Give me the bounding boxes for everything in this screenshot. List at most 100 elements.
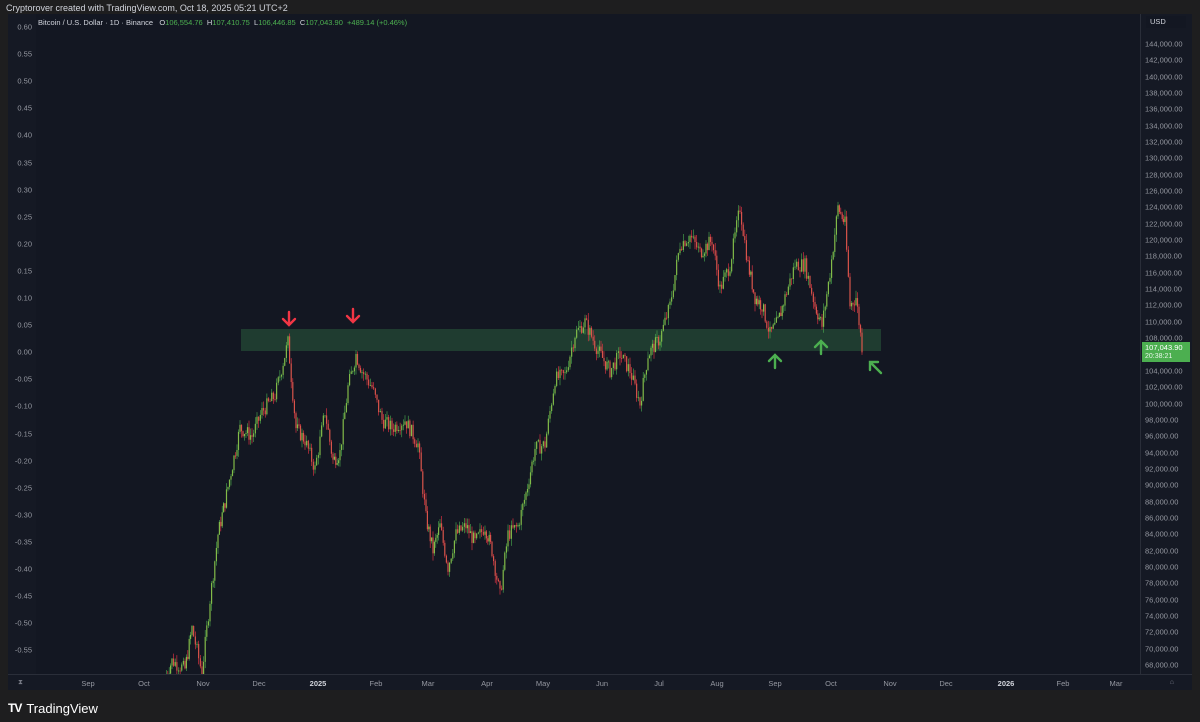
ratio-tick: 0.10 xyxy=(17,293,32,303)
ratio-tick: 0.00 xyxy=(17,347,32,357)
price-tick: 122,000.00 xyxy=(1145,219,1183,229)
chart-frame[interactable]: 0.60 0.55 0.50 0.45 0.40 0.35 0.30 0.25 0.20 0.15… xyxy=(8,14,1192,690)
ratio-tick: -0.30 xyxy=(14,510,32,520)
price-tick: 76,000.00 xyxy=(1145,595,1179,605)
price-tick: 140,000.00 xyxy=(1145,72,1183,82)
brand-name: TradingView xyxy=(26,700,98,716)
time-tick: Apr xyxy=(481,679,493,688)
time-tick: Dec xyxy=(252,679,266,688)
time-tick: Feb xyxy=(1056,679,1070,688)
price-tick: 68,000.00 xyxy=(1145,660,1179,670)
price-tick: 96,000.00 xyxy=(1145,431,1179,441)
price-tick: 144,000.00 xyxy=(1145,39,1183,49)
symbol-legend: Bitcoin / U.S. Dollar · 1D · Binance O10… xyxy=(38,18,408,27)
time-tick: Jun xyxy=(595,679,609,688)
time-tick: 2025 xyxy=(309,679,327,688)
ratio-tick: -0.55 xyxy=(14,645,32,655)
price-tick: 100,000.00 xyxy=(1145,399,1183,409)
time-tick: Oct xyxy=(825,679,837,688)
close-value: 107,043.90 xyxy=(305,18,343,27)
price-tick: 110,000.00 xyxy=(1145,317,1182,327)
attribution-bar: Cryptorover created with TradingView.com… xyxy=(0,0,1200,16)
price-tick: 136,000.00 xyxy=(1145,104,1183,114)
price-tick: 124,000.00 xyxy=(1145,202,1183,212)
current-price: 107,043.90 xyxy=(1145,343,1183,352)
chart-plot-area[interactable] xyxy=(36,14,1140,684)
time-tick: Nov xyxy=(883,679,897,688)
change-value: +489.14 (+0.46%) xyxy=(347,18,408,27)
bar-countdown: 20:38:21 xyxy=(1145,353,1173,360)
auto-scale-icon[interactable]: ⌂ xyxy=(1169,679,1174,686)
symbol-name: Bitcoin / U.S. Dollar · 1D · Binance xyxy=(38,18,154,27)
time-tick: Dec xyxy=(939,679,953,688)
ratio-tick: 0.20 xyxy=(17,239,32,249)
time-tick: Feb xyxy=(369,679,383,688)
price-tick: 142,000.00 xyxy=(1145,55,1183,65)
price-tick: 74,000.00 xyxy=(1145,611,1179,621)
price-tick: 78,000.00 xyxy=(1145,578,1179,588)
ratio-tick: 0.05 xyxy=(17,320,32,330)
ratio-tick: 0.60 xyxy=(17,22,32,32)
time-tick: Mar xyxy=(1109,679,1123,688)
price-tick: 138,000.00 xyxy=(1145,88,1183,98)
price-tick: 130,000.00 xyxy=(1145,153,1183,163)
ratio-tick: -0.10 xyxy=(14,401,32,411)
low-value: 106,446.85 xyxy=(258,18,296,27)
ratio-tick: 0.45 xyxy=(17,103,32,113)
time-scale[interactable]: ⧗ ⌂ Sep Oct Nov Dec 2025 Feb Mar Apr May Jun Jul Au… xyxy=(8,674,1192,690)
price-tick: 102,000.00 xyxy=(1145,382,1183,392)
left-price-scale[interactable]: 0.60 0.55 0.50 0.45 0.40 0.35 0.30 0.25 0.20 0.15… xyxy=(8,14,36,674)
price-tick: 116,000.00 xyxy=(1145,268,1182,278)
open-value: 106,554.76 xyxy=(165,18,203,27)
time-tick: 2026 xyxy=(997,679,1015,688)
ratio-tick: 0.55 xyxy=(17,49,32,59)
price-tick: 120,000.00 xyxy=(1145,235,1183,245)
price-tick: 98,000.00 xyxy=(1145,415,1179,425)
price-tick: 108,000.00 xyxy=(1145,333,1183,343)
price-tick: 80,000.00 xyxy=(1145,562,1179,572)
price-tick: 132,000.00 xyxy=(1145,137,1183,147)
high-value: 107,410.75 xyxy=(212,18,250,27)
ratio-tick: 0.25 xyxy=(17,212,32,222)
price-tick: 70,000.00 xyxy=(1145,644,1179,654)
price-tick: 84,000.00 xyxy=(1145,529,1179,539)
current-price-tag: 107,043.90 20:38:21 xyxy=(1142,342,1190,362)
ratio-tick: -0.15 xyxy=(14,429,32,438)
ratio-tick: -0.20 xyxy=(14,456,32,466)
time-tick: Jul xyxy=(654,679,664,688)
price-tick: 94,000.00 xyxy=(1145,448,1179,458)
time-tick: Sep xyxy=(81,679,95,688)
ratio-tick: -0.05 xyxy=(14,374,32,384)
time-tick: May xyxy=(535,679,551,688)
price-tick: 88,000.00 xyxy=(1145,497,1179,507)
candlestick-chart xyxy=(165,201,883,684)
ratio-tick: 0.30 xyxy=(17,185,32,195)
time-tick: Sep xyxy=(768,679,782,688)
price-tick: 118,000.00 xyxy=(1145,251,1182,261)
price-tick: 128,000.00 xyxy=(1145,170,1183,180)
tradingview-brand: TV TradingView xyxy=(8,698,98,718)
support-zone xyxy=(241,329,881,351)
timezone-icon[interactable]: ⧗ xyxy=(18,679,23,686)
ratio-tick: -0.50 xyxy=(14,618,32,628)
currency-label[interactable]: USD xyxy=(1146,16,1186,28)
price-tick: 112,000.00 xyxy=(1145,300,1182,310)
ratio-tick: -0.35 xyxy=(14,537,32,547)
attribution-text: Cryptorover created with TradingView.com… xyxy=(6,3,288,13)
tradingview-logo-icon: TV xyxy=(8,701,22,715)
price-tick: 92,000.00 xyxy=(1145,464,1179,474)
price-tick: 104,000.00 xyxy=(1145,366,1183,376)
ratio-tick: -0.40 xyxy=(14,564,32,574)
ratio-tick: 0.40 xyxy=(17,130,32,140)
time-tick: Oct xyxy=(138,679,150,688)
time-tick: Nov xyxy=(196,679,210,688)
price-tick: 86,000.00 xyxy=(1145,513,1179,523)
price-tick: 72,000.00 xyxy=(1145,627,1179,637)
ratio-tick: 0.35 xyxy=(17,158,32,167)
ratio-tick: 0.50 xyxy=(17,76,32,86)
ratio-tick: -0.45 xyxy=(14,591,32,601)
right-price-scale[interactable]: USD 107,043.90 20:38:21 144,000.00 142,00… xyxy=(1140,14,1192,674)
ratio-tick: 0.15 xyxy=(17,266,32,276)
price-tick: 82,000.00 xyxy=(1145,546,1179,556)
ratio-tick: -0.25 xyxy=(14,483,32,493)
